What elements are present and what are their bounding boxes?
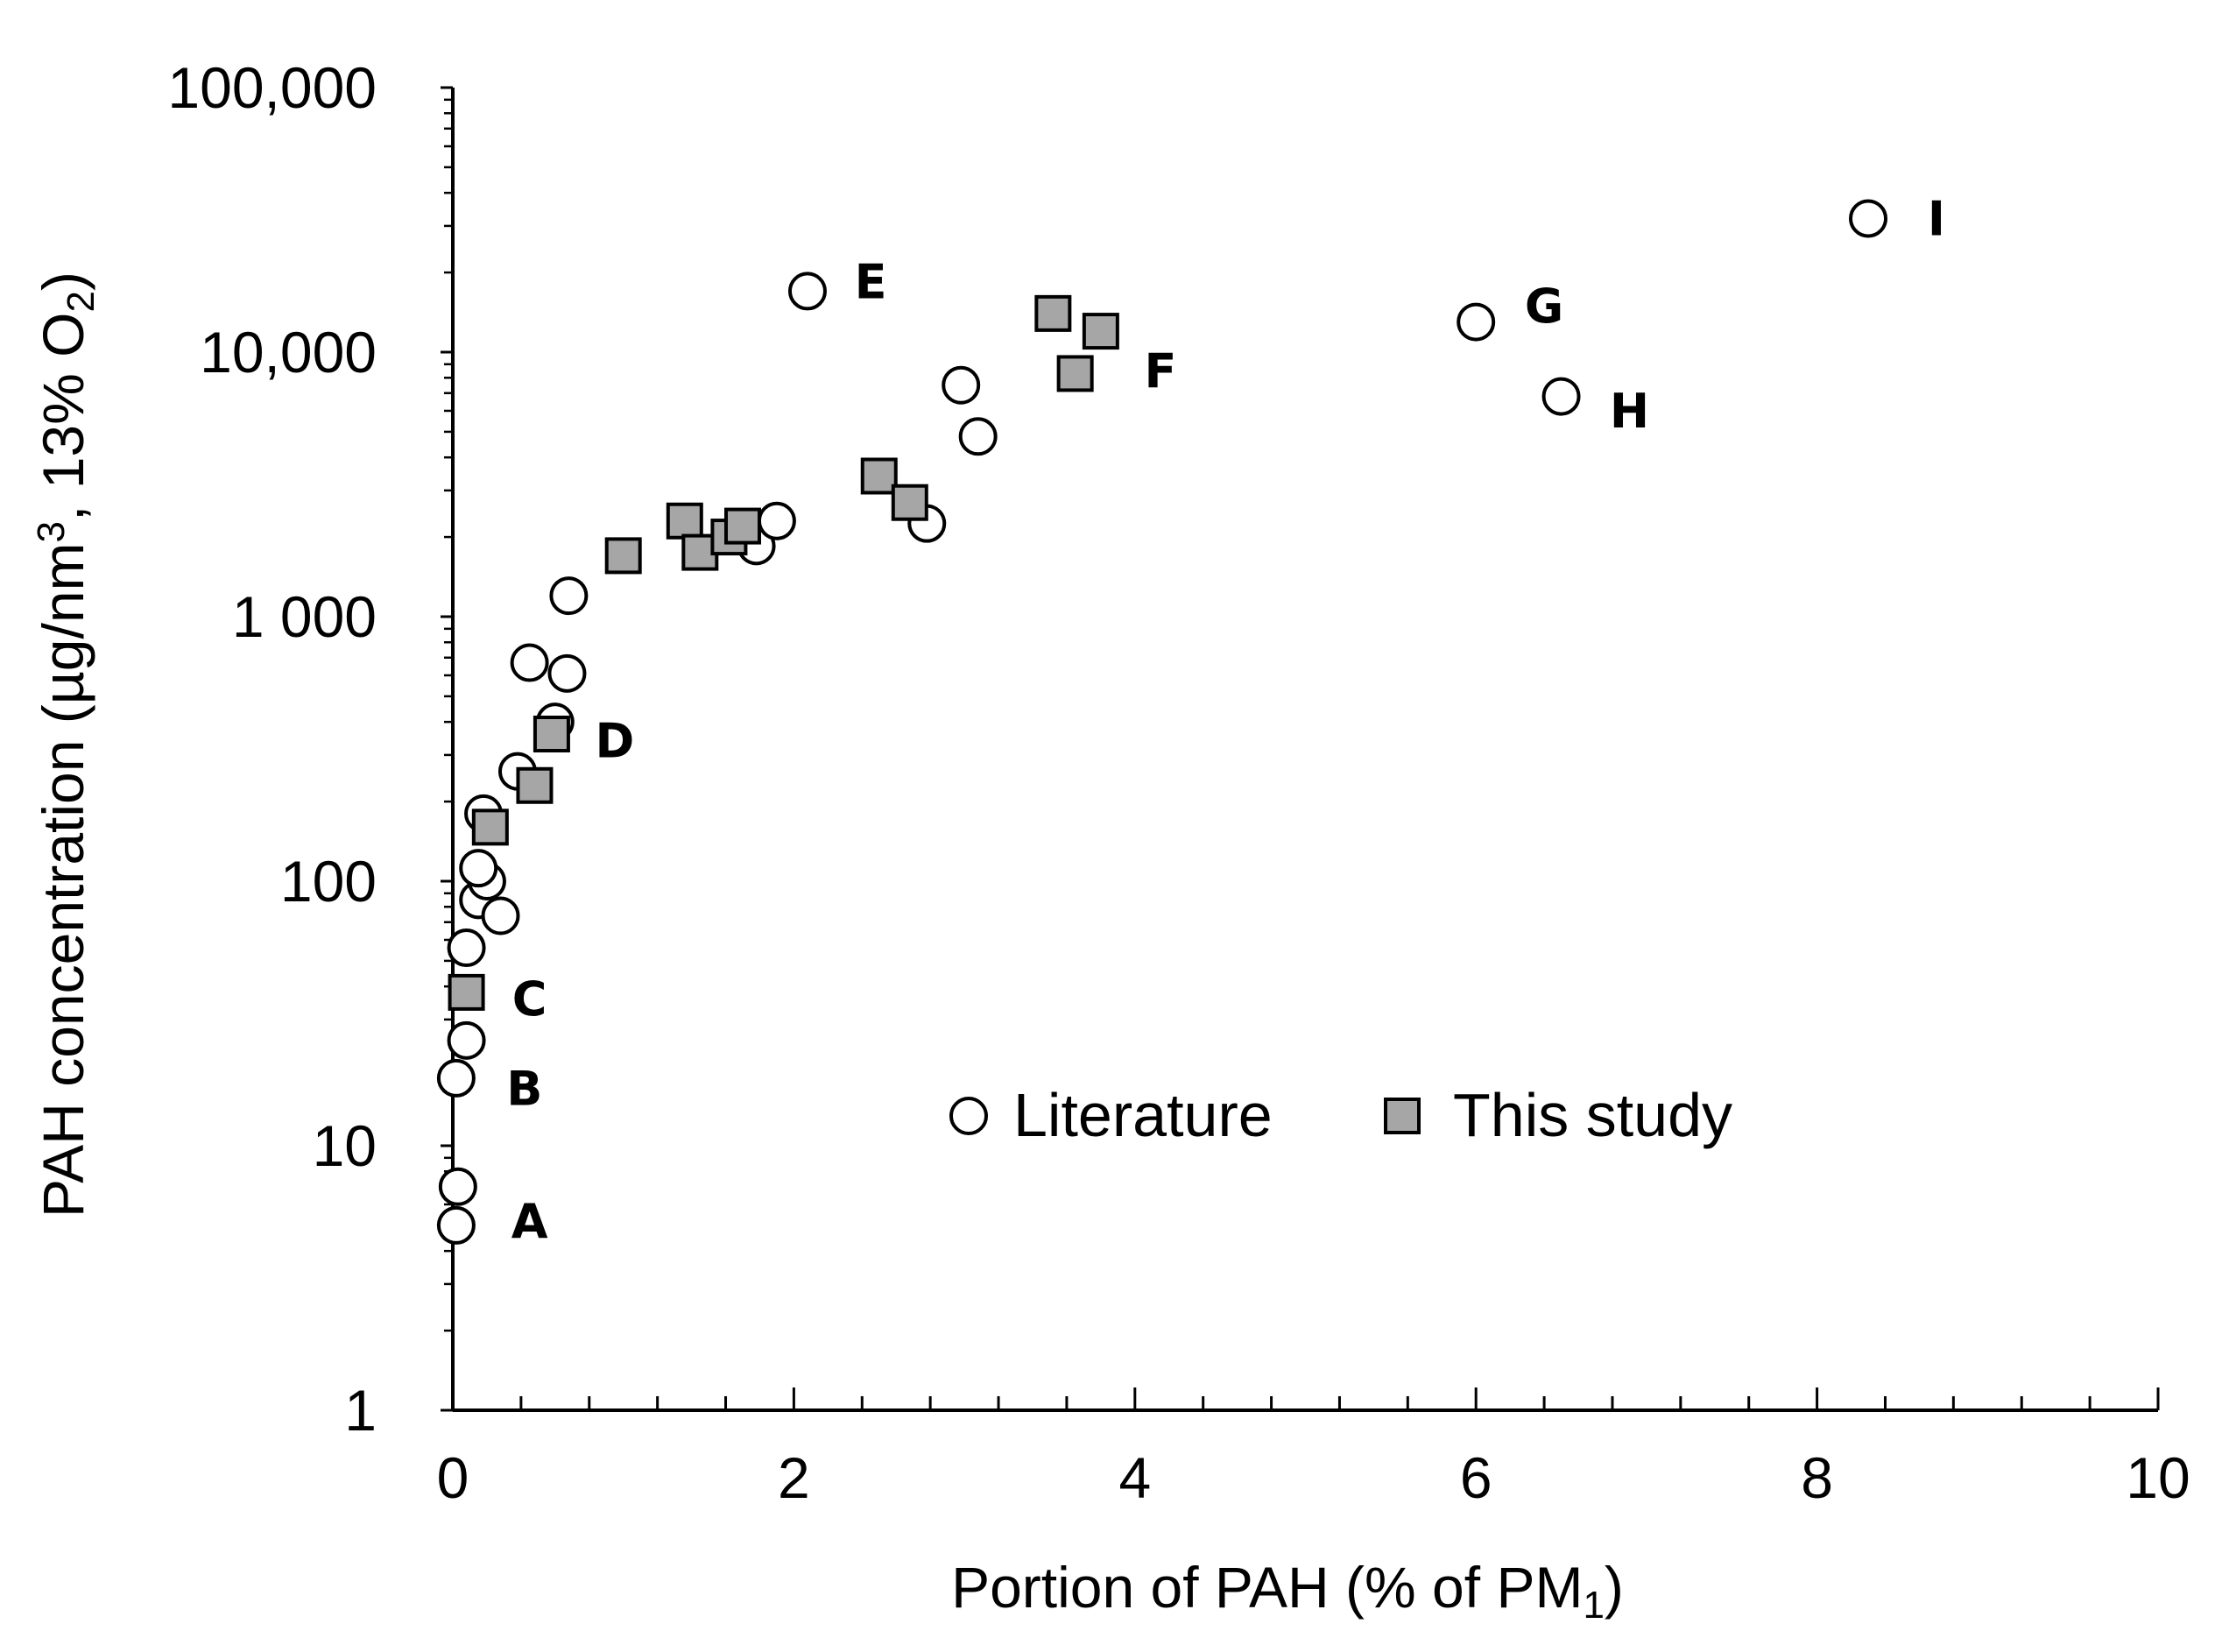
y-tick-label: 10 <box>313 1113 377 1178</box>
y-ticks: 1 10 100 1 000 10,000 100,000 <box>167 55 453 1443</box>
x-tick-label: 8 <box>1801 1445 1833 1510</box>
literature-point <box>787 272 827 311</box>
x-tick-label: 2 <box>778 1445 810 1510</box>
legend: Literature This study <box>949 1081 1732 1149</box>
this-study-point <box>860 457 898 495</box>
this-study-point <box>723 507 761 545</box>
axis-titles: Portion of PAH (% of PM1) PAH concentrati… <box>30 272 1624 1627</box>
this-study-point <box>448 973 485 1011</box>
literature-point <box>436 1058 476 1098</box>
literature-point <box>436 1205 476 1245</box>
point-label-g: G <box>1525 279 1563 334</box>
point-label-a: A <box>511 1194 548 1249</box>
legend-marker-literature <box>949 1097 988 1135</box>
data-points <box>436 199 1888 1245</box>
this-study-point <box>471 808 509 846</box>
point-label-h: H <box>1610 384 1649 439</box>
point-label-f: F <box>1145 343 1177 399</box>
literature-point <box>438 1167 477 1206</box>
x-ticks: 0 2 4 6 8 10 <box>437 1387 2190 1510</box>
literature-point <box>1541 377 1581 416</box>
axes <box>451 88 2158 1412</box>
this-study-point <box>604 537 642 575</box>
literature-point <box>549 576 589 616</box>
literature-point <box>447 1020 486 1060</box>
literature-point <box>1849 199 1888 238</box>
this-study-point <box>533 715 570 752</box>
point-label-i: I <box>1928 191 1945 246</box>
point-label-d: D <box>596 713 635 768</box>
literature-point <box>547 653 587 693</box>
legend-label-literature: Literature <box>1013 1081 1273 1149</box>
literature-point <box>481 896 520 935</box>
point-label-c: C <box>512 971 547 1027</box>
legend-marker-this-study <box>1384 1098 1421 1134</box>
y-tick-label: 1 <box>344 1378 377 1443</box>
x-tick-label: 6 <box>1460 1445 1492 1510</box>
literature-point <box>757 501 796 540</box>
y-tick-label: 10,000 <box>200 320 377 385</box>
this-study-point <box>516 766 554 804</box>
y-tick-label: 100 <box>280 849 377 914</box>
point-annotations: A BC D E F GH I <box>506 191 1945 1248</box>
this-study-point <box>1082 313 1119 350</box>
literature-point <box>459 849 498 888</box>
x-axis-title: Portion of PAH (% of PM1) <box>951 1555 1624 1627</box>
literature-point <box>447 928 486 968</box>
this-study-point <box>1034 294 1072 332</box>
this-study-point <box>666 502 703 540</box>
point-label-b: B <box>506 1061 542 1116</box>
this-study-point <box>1056 355 1094 392</box>
y-axis-title: PAH concentration (µg/nm3, 13% O2) <box>30 272 102 1218</box>
point-label-e: E <box>855 254 887 309</box>
x-tick-label: 0 <box>437 1445 469 1510</box>
this-study-point <box>891 484 928 521</box>
y-tick-label: 100,000 <box>167 55 377 120</box>
literature-point <box>510 643 549 682</box>
x-tick-label: 10 <box>2126 1445 2190 1510</box>
x-tick-label: 4 <box>1118 1445 1151 1510</box>
y-tick-label: 1 000 <box>232 584 377 649</box>
literature-point <box>958 417 998 456</box>
legend-label-this-study: This study <box>1453 1081 1732 1149</box>
literature-point <box>942 365 981 405</box>
literature-point <box>1457 302 1496 342</box>
